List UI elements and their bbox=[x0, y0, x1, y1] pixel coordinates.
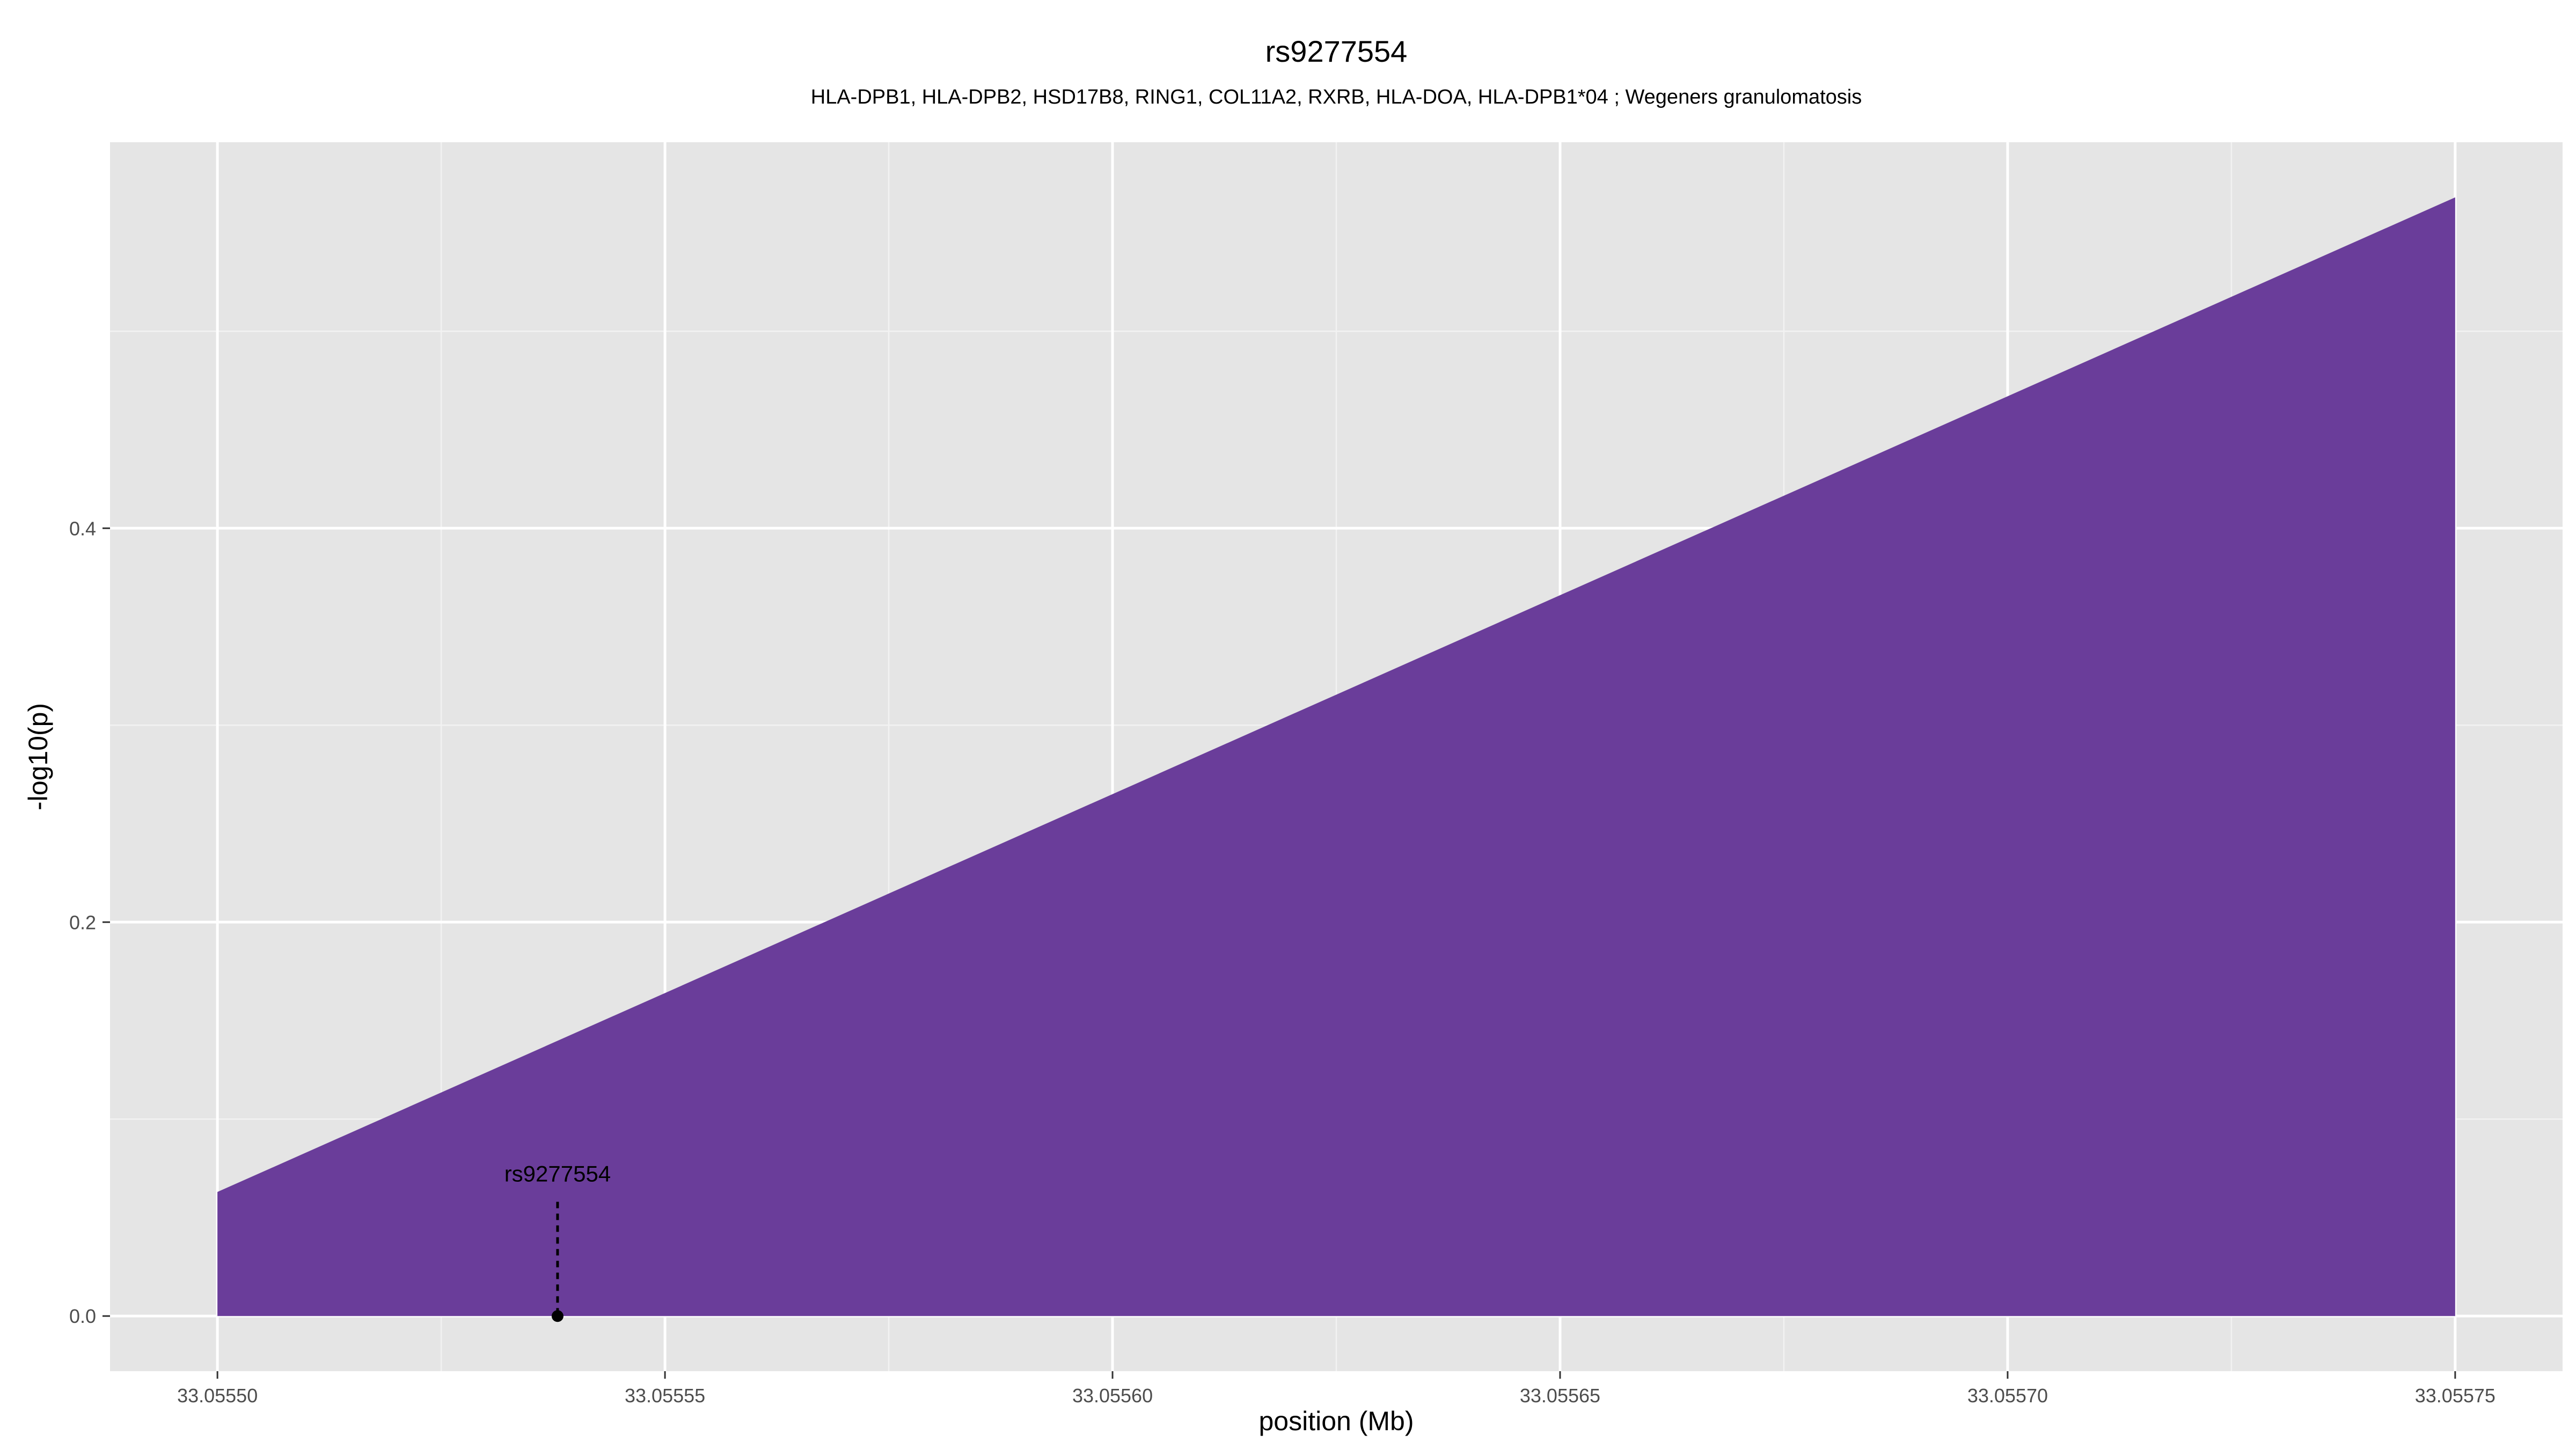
area-series-0 bbox=[217, 197, 2455, 1316]
y-axis-label: -log10(p) bbox=[23, 703, 53, 810]
annotation-layer: rs9277554 bbox=[504, 1161, 611, 1322]
y-tick-label-2: 0.4 bbox=[69, 517, 96, 539]
x-tick-label-0: 33.05550 bbox=[177, 1385, 258, 1407]
x-tick-label-1: 33.05555 bbox=[625, 1385, 705, 1407]
y-tick-label-1: 0.2 bbox=[69, 911, 96, 933]
series-layer bbox=[217, 197, 2455, 1316]
x-tick-label-3: 33.05565 bbox=[1520, 1385, 1600, 1407]
y-tick-label-0: 0.0 bbox=[69, 1305, 96, 1327]
annotation-point-0 bbox=[551, 1310, 564, 1322]
x-axis-label: position (Mb) bbox=[1259, 1406, 1414, 1436]
chart-title: rs9277554 bbox=[1265, 34, 1408, 68]
x-tick-label-5: 33.05575 bbox=[2415, 1385, 2496, 1407]
x-tick-label-4: 33.05570 bbox=[1967, 1385, 2048, 1407]
tick-layer: 33.05550 33.05555 33.05560 33.05565 33.05570… bbox=[69, 517, 2496, 1407]
x-tick-label-2: 33.05560 bbox=[1072, 1385, 1153, 1407]
annotation-label-0: rs9277554 bbox=[504, 1161, 611, 1186]
chart-subtitle: HLA-DPB1, HLA-DPB2, HSD17B8, RING1, COL1… bbox=[811, 86, 1862, 108]
